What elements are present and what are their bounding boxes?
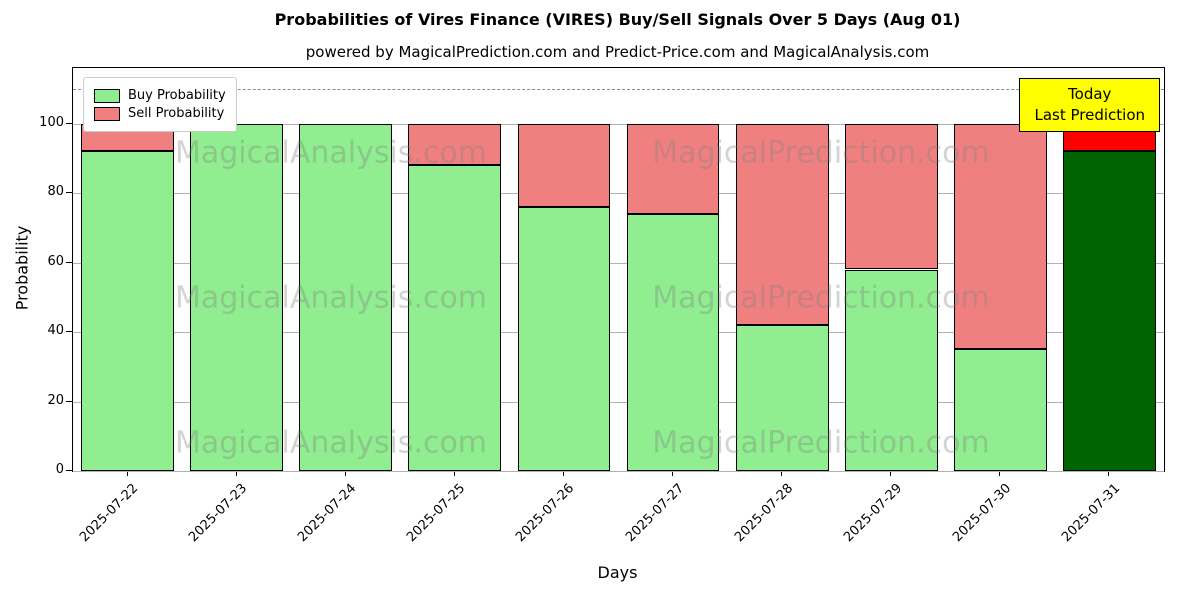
x-tick-label: 2025-07-22	[77, 481, 142, 546]
x-tick-label: 2025-07-26	[513, 481, 578, 546]
x-tick-label: 2025-07-30	[949, 481, 1014, 546]
legend-swatch-buy	[94, 88, 120, 103]
legend-item-sell: Sell Probability	[94, 106, 226, 121]
legend-label-sell: Sell Probability	[128, 106, 225, 121]
bar-buy-segment	[1063, 151, 1156, 471]
y-tick-label: 20	[47, 392, 64, 408]
plot-area: Buy Probability Sell Probability Today L…	[72, 67, 1165, 472]
x-tick-label: 2025-07-31	[1059, 481, 1124, 546]
gridline-y80	[73, 193, 1164, 195]
gridline-y100	[73, 123, 1164, 125]
x-axis-label: Days	[597, 563, 638, 582]
y-tick-mark	[66, 331, 72, 333]
y-tick-mark	[66, 470, 72, 471]
bar-buy-segment	[844, 269, 938, 471]
x-tick-mark	[999, 471, 1001, 476]
watermark-analysis: MagicalAnalysis.com	[174, 135, 488, 171]
y-tick-label: 0	[55, 462, 64, 477]
bar-buy-segment	[735, 325, 829, 471]
x-tick-mark	[890, 471, 892, 476]
x-tick-mark	[781, 471, 783, 476]
y-tick-mark	[66, 400, 72, 402]
x-tick-label: 2025-07-28	[731, 481, 796, 546]
x-tick-mark	[235, 471, 237, 476]
bar-buy-segment	[517, 206, 611, 471]
bar-sell-segment	[517, 123, 611, 207]
gridline-y60	[73, 262, 1164, 264]
watermark-prediction: MagicalPrediction.com	[652, 280, 990, 316]
bar-buy-segment	[626, 213, 720, 471]
y-tick-label: 40	[47, 323, 64, 339]
y-tick-label: 80	[47, 184, 64, 200]
bar-buy-segment	[299, 123, 393, 471]
bar-sell-segment	[844, 123, 938, 270]
x-tick-mark	[1108, 471, 1110, 476]
y-tick-mark	[66, 122, 72, 124]
bar-sell-segment	[408, 123, 502, 166]
watermark-analysis: MagicalAnalysis.com	[174, 280, 488, 316]
today-annotation-line2: Last Prediction	[1034, 106, 1145, 124]
y-tick-mark	[66, 192, 72, 194]
chart-title: Probabilities of Vires Finance (VIRES) B…	[274, 10, 961, 29]
legend-swatch-sell	[94, 106, 120, 121]
x-tick-label: 2025-07-23	[186, 481, 251, 546]
bar-buy-segment	[408, 165, 502, 471]
x-tick-label: 2025-07-29	[840, 481, 905, 546]
bar-buy-segment	[81, 151, 174, 471]
bar-sell-segment	[953, 123, 1047, 350]
x-tick-mark	[344, 471, 346, 476]
y-tick-mark	[66, 261, 72, 263]
legend: Buy Probability Sell Probability	[83, 77, 237, 132]
x-tick-mark	[453, 471, 455, 476]
gridline-y0	[73, 471, 1164, 472]
x-tick-label: 2025-07-27	[622, 481, 687, 546]
y-tick-label: 100	[39, 114, 64, 130]
dashed-threshold-line	[73, 88, 1164, 90]
bar-sell-segment	[626, 123, 720, 214]
watermark-prediction: MagicalPrediction.com	[652, 425, 990, 461]
x-tick-label: 2025-07-25	[404, 481, 469, 546]
chart-subtitle: powered by MagicalPrediction.com and Pre…	[305, 43, 930, 61]
bar-buy-segment	[190, 123, 284, 471]
watermark-analysis: MagicalAnalysis.com	[174, 425, 488, 461]
x-tick-mark	[126, 471, 128, 476]
today-annotation: Today Last Prediction	[1019, 78, 1160, 132]
y-tick-label: 60	[47, 253, 64, 269]
x-tick-mark	[562, 471, 564, 476]
x-tick-label: 2025-07-24	[295, 481, 360, 546]
bar-buy-segment	[953, 349, 1047, 471]
bar-sell-segment	[735, 123, 829, 326]
watermark-prediction: MagicalPrediction.com	[652, 135, 990, 171]
gridline-y20	[73, 401, 1164, 403]
today-annotation-line1: Today	[1068, 85, 1112, 103]
legend-item-buy: Buy Probability	[94, 88, 226, 103]
x-tick-mark	[672, 471, 674, 476]
legend-label-buy: Buy Probability	[128, 88, 226, 103]
gridline-y40	[73, 332, 1164, 334]
